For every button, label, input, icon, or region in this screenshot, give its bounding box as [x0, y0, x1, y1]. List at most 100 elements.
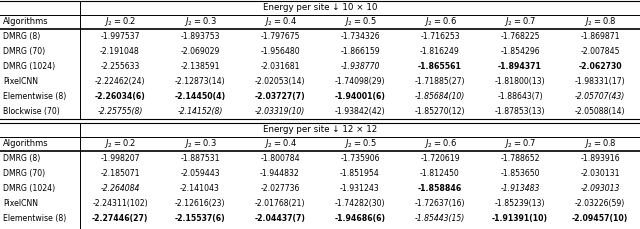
Text: -2.031681: -2.031681 [260, 62, 300, 71]
Text: -1.998207: -1.998207 [100, 154, 140, 163]
Text: DMRG (1024): DMRG (1024) [3, 184, 55, 193]
Text: -1.893753: -1.893753 [180, 32, 220, 41]
Text: -2.01768(21): -2.01768(21) [255, 199, 305, 208]
Text: -1.913483: -1.913483 [500, 184, 540, 193]
Text: -2.185071: -2.185071 [100, 169, 140, 178]
Text: $J_2 = 0.2$: $J_2 = 0.2$ [104, 16, 136, 28]
Text: -1.88643(7): -1.88643(7) [497, 92, 543, 101]
Text: -1.74282(30): -1.74282(30) [335, 199, 385, 208]
Text: -2.141043: -2.141043 [180, 184, 220, 193]
Text: -1.85239(13): -1.85239(13) [495, 199, 545, 208]
Text: -1.887531: -1.887531 [180, 154, 220, 163]
Text: -2.25755(8): -2.25755(8) [97, 107, 143, 116]
Text: -1.788652: -1.788652 [500, 154, 540, 163]
Text: -1.938770: -1.938770 [340, 62, 380, 71]
Text: -1.716253: -1.716253 [420, 32, 460, 41]
Text: -2.093013: -2.093013 [580, 184, 620, 193]
Text: -2.03226(59): -2.03226(59) [575, 199, 625, 208]
Text: -1.94686(6): -1.94686(6) [335, 214, 385, 223]
Text: -2.03319(10): -2.03319(10) [255, 107, 305, 116]
Text: -2.15537(6): -2.15537(6) [175, 214, 225, 223]
Text: -2.05088(14): -2.05088(14) [575, 107, 625, 116]
Text: -1.735906: -1.735906 [340, 154, 380, 163]
Text: -1.851954: -1.851954 [340, 169, 380, 178]
Text: -1.74098(29): -1.74098(29) [335, 77, 385, 86]
Text: -2.24311(102): -2.24311(102) [92, 199, 148, 208]
Text: -1.894371: -1.894371 [498, 62, 542, 71]
Text: -1.720619: -1.720619 [420, 154, 460, 163]
Text: $J_2 = 0.3$: $J_2 = 0.3$ [184, 137, 216, 150]
Text: $J_2 = 0.4$: $J_2 = 0.4$ [264, 137, 296, 150]
Text: -2.09457(10): -2.09457(10) [572, 214, 628, 223]
Text: -2.14152(8): -2.14152(8) [177, 107, 223, 116]
Text: -1.93842(42): -1.93842(42) [335, 107, 385, 116]
Text: -2.027736: -2.027736 [260, 184, 300, 193]
Text: -1.866159: -1.866159 [340, 47, 380, 56]
Text: -2.255633: -2.255633 [100, 62, 140, 71]
Text: $J_2 = 0.8$: $J_2 = 0.8$ [584, 137, 616, 150]
Text: -2.22462(24): -2.22462(24) [95, 77, 145, 86]
Text: -1.734326: -1.734326 [340, 32, 380, 41]
Text: -1.800784: -1.800784 [260, 154, 300, 163]
Text: -1.81800(13): -1.81800(13) [495, 77, 545, 86]
Text: $J_2 = 0.2$: $J_2 = 0.2$ [104, 137, 136, 150]
Text: -2.27446(27): -2.27446(27) [92, 214, 148, 223]
Text: -2.264084: -2.264084 [100, 184, 140, 193]
Text: -2.12873(14): -2.12873(14) [175, 77, 225, 86]
Text: $J_2 = 0.3$: $J_2 = 0.3$ [184, 16, 216, 28]
Text: -1.869871: -1.869871 [580, 32, 620, 41]
Text: -2.05707(43): -2.05707(43) [575, 92, 625, 101]
Text: -1.854296: -1.854296 [500, 47, 540, 56]
Text: $J_2 = 0.6$: $J_2 = 0.6$ [424, 16, 456, 28]
Text: -1.85443(15): -1.85443(15) [415, 214, 465, 223]
Text: -2.191048: -2.191048 [100, 47, 140, 56]
Text: $J_2 = 0.7$: $J_2 = 0.7$ [504, 16, 536, 28]
Text: Energy per site ↓ 10 × 10: Energy per site ↓ 10 × 10 [263, 3, 377, 13]
Text: -1.85684(10): -1.85684(10) [415, 92, 465, 101]
Text: -1.893916: -1.893916 [580, 154, 620, 163]
Text: -1.956480: -1.956480 [260, 47, 300, 56]
Text: -1.94001(6): -1.94001(6) [335, 92, 385, 101]
Text: -1.797675: -1.797675 [260, 32, 300, 41]
Text: Algorithms: Algorithms [3, 17, 49, 27]
Text: -1.87853(13): -1.87853(13) [495, 107, 545, 116]
Text: -1.865561: -1.865561 [418, 62, 462, 71]
Text: Elementwise (8): Elementwise (8) [3, 92, 67, 101]
Text: $J_2 = 0.7$: $J_2 = 0.7$ [504, 137, 536, 150]
Text: -2.12616(23): -2.12616(23) [175, 199, 225, 208]
Text: DMRG (1024): DMRG (1024) [3, 62, 55, 71]
Text: -1.71885(27): -1.71885(27) [415, 77, 465, 86]
Text: $J_2 = 0.5$: $J_2 = 0.5$ [344, 137, 376, 150]
Text: -2.138591: -2.138591 [180, 62, 220, 71]
Text: -1.944832: -1.944832 [260, 169, 300, 178]
Text: -1.816249: -1.816249 [420, 47, 460, 56]
Text: -1.853650: -1.853650 [500, 169, 540, 178]
Text: -2.030131: -2.030131 [580, 169, 620, 178]
Text: -2.062730: -2.062730 [578, 62, 622, 71]
Text: DMRG (8): DMRG (8) [3, 32, 40, 41]
Text: $J_2 = 0.8$: $J_2 = 0.8$ [584, 16, 616, 28]
Text: -2.059443: -2.059443 [180, 169, 220, 178]
Text: -1.98331(17): -1.98331(17) [575, 77, 625, 86]
Text: $J_2 = 0.5$: $J_2 = 0.5$ [344, 16, 376, 28]
Text: DMRG (8): DMRG (8) [3, 154, 40, 163]
Text: Elementwise (8): Elementwise (8) [3, 214, 67, 223]
Text: -1.768225: -1.768225 [500, 32, 540, 41]
Text: -1.997537: -1.997537 [100, 32, 140, 41]
Text: -2.02053(14): -2.02053(14) [255, 77, 305, 86]
Text: -2.069029: -2.069029 [180, 47, 220, 56]
Text: PixelCNN: PixelCNN [3, 77, 38, 86]
Text: -1.72637(16): -1.72637(16) [415, 199, 465, 208]
Text: $J_2 = 0.4$: $J_2 = 0.4$ [264, 16, 296, 28]
Text: $J_2 = 0.6$: $J_2 = 0.6$ [424, 137, 456, 150]
Text: -2.007845: -2.007845 [580, 47, 620, 56]
Text: Algorithms: Algorithms [3, 139, 49, 148]
Text: -1.91391(10): -1.91391(10) [492, 214, 548, 223]
Text: DMRG (70): DMRG (70) [3, 169, 45, 178]
Text: -2.04437(7): -2.04437(7) [255, 214, 305, 223]
Text: Energy per site ↓ 12 × 12: Energy per site ↓ 12 × 12 [263, 125, 377, 134]
Text: -1.858846: -1.858846 [418, 184, 462, 193]
Text: -1.931243: -1.931243 [340, 184, 380, 193]
Text: -2.03727(7): -2.03727(7) [255, 92, 305, 101]
Text: Blockwise (70): Blockwise (70) [3, 107, 60, 116]
